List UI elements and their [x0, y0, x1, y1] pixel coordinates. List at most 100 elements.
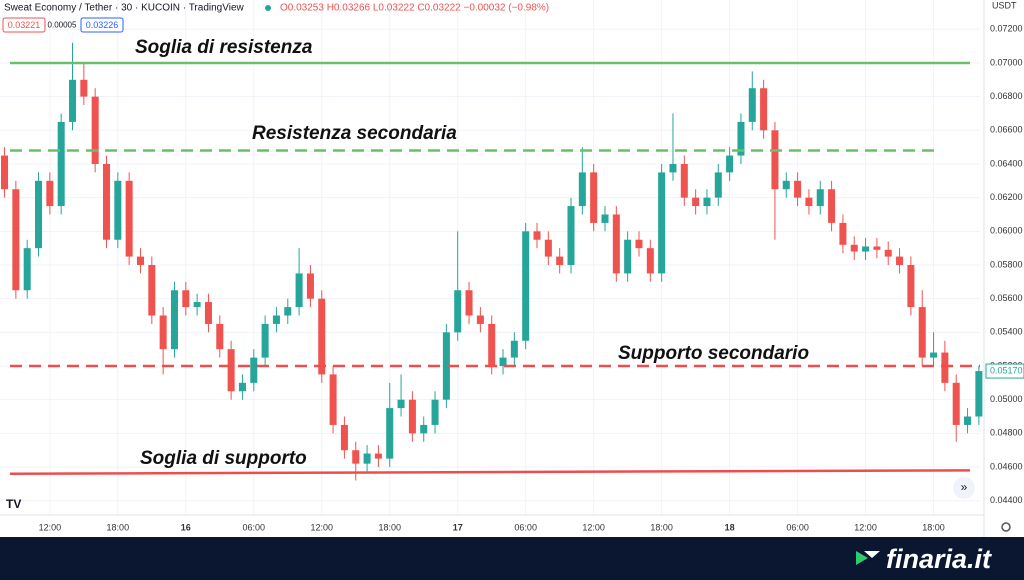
buy-price[interactable]: 0.03226 — [86, 20, 119, 30]
x-tick-label: 18:00 — [650, 522, 673, 532]
candle-body — [726, 155, 734, 173]
currency[interactable]: USDT — [992, 0, 1017, 10]
sell-box[interactable] — [2, 17, 46, 33]
candle-body — [374, 453, 382, 459]
candle-body — [488, 323, 496, 367]
spread: 0.00005 — [48, 21, 77, 30]
y-tick-label: 0.06200 — [990, 192, 1023, 202]
scroll-button[interactable] — [953, 477, 975, 499]
x-tick-label: 12:00 — [39, 522, 62, 532]
candle-body — [669, 163, 677, 173]
candle-body — [703, 197, 711, 207]
candle-body — [907, 264, 915, 308]
candle-body — [272, 315, 280, 324]
x-tick-label: 06:00 — [514, 522, 537, 532]
candle-body — [771, 130, 779, 190]
x-tick-label: 16 — [181, 522, 191, 532]
level-label: Supporto secondario — [618, 343, 809, 364]
tv-logo: TV — [6, 497, 21, 511]
level-label: Soglia di resistenza — [135, 37, 313, 58]
candle-body — [431, 399, 439, 425]
candle-body — [873, 246, 881, 250]
candle-body — [714, 172, 722, 198]
candle-body — [499, 357, 507, 367]
candle-body — [646, 248, 654, 274]
y-tick-label: 0.06800 — [990, 91, 1023, 101]
plot-area — [1, 42, 983, 481]
level-label: Soglia di supporto — [140, 448, 307, 469]
footer-banner — [0, 537, 1024, 580]
candle-body — [567, 206, 575, 265]
candle-body — [533, 231, 541, 240]
y-tick-label: 0.07200 — [990, 24, 1023, 34]
candle-body — [261, 323, 269, 358]
candle-body — [216, 323, 224, 350]
candle-body — [737, 121, 745, 156]
scroll-icon[interactable]: » — [961, 480, 968, 494]
ohlc-legend: O0.03253 H0.03266 L0.03222 C0.03222 −0.0… — [280, 3, 549, 14]
x-tick-label: 06:00 — [786, 522, 809, 532]
y-tick-label: 0.07000 — [990, 57, 1023, 67]
y-tick-label: 0.06600 — [990, 125, 1023, 135]
candle-body — [442, 332, 450, 400]
y-tick-label: 0.04600 — [990, 461, 1023, 471]
y-tick-label: 0.06000 — [990, 226, 1023, 236]
candle-body — [896, 256, 904, 265]
candle-body — [159, 315, 167, 350]
candle-body — [884, 249, 892, 257]
logo-mark — [856, 551, 868, 565]
candle-body — [680, 163, 688, 198]
candle-body — [748, 88, 756, 122]
candle-body — [182, 290, 190, 308]
candle-body — [204, 302, 212, 324]
x-tick-label: 17 — [453, 522, 463, 532]
candle-body — [386, 408, 394, 459]
candle-body — [352, 450, 360, 464]
candle-body — [975, 371, 983, 417]
x-tick-label: 12:00 — [310, 522, 333, 532]
candle-body — [329, 374, 337, 425]
level-label: Resistenza secondaria — [252, 123, 457, 144]
sell-price[interactable]: 0.03221 — [8, 20, 41, 30]
candle-body — [227, 349, 235, 392]
candle-body — [193, 302, 201, 308]
candle-body — [658, 172, 666, 274]
candle-body — [692, 197, 700, 207]
candle-body — [952, 382, 960, 425]
candle-body — [476, 315, 484, 324]
candle-body — [68, 79, 77, 122]
candle-body — [850, 244, 858, 252]
settings-icon[interactable] — [1001, 522, 1011, 532]
buy-box[interactable] — [80, 17, 124, 33]
candle-body — [306, 273, 314, 299]
candle-body — [556, 256, 564, 265]
x-tick-label: 12:00 — [854, 522, 877, 532]
candle-body — [918, 307, 926, 358]
candle-body — [91, 96, 99, 164]
last-price-box — [985, 363, 1024, 379]
candle-body — [420, 424, 428, 434]
candle-body — [930, 352, 938, 358]
y-tick-label: 0.05000 — [990, 394, 1023, 404]
candle-body — [578, 172, 586, 207]
y-tick-label: 0.04800 — [990, 428, 1023, 438]
candle-body — [102, 163, 111, 240]
y-tick-label: 0.06400 — [990, 158, 1023, 168]
candle-body — [35, 180, 43, 249]
candle-body — [760, 88, 768, 131]
candle-body — [80, 79, 88, 97]
candle-body — [46, 180, 54, 207]
candle-body — [148, 264, 156, 316]
candle-body — [363, 453, 371, 464]
candle-body — [794, 180, 802, 198]
last-price-label: 0.05170 — [990, 365, 1023, 375]
candle-body — [601, 214, 609, 223]
candle-body — [397, 399, 405, 409]
x-tick-label: 18 — [725, 522, 735, 532]
candle-body — [136, 256, 144, 265]
candle-body — [454, 290, 462, 333]
watermark: finaria.it — [886, 544, 992, 574]
candle-body — [828, 189, 836, 223]
candle-body — [170, 290, 178, 350]
